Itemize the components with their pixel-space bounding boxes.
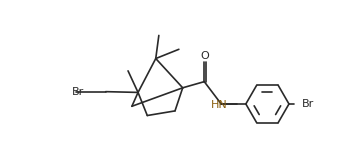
Text: O: O xyxy=(201,51,209,61)
Text: Br: Br xyxy=(302,99,314,109)
Text: HN: HN xyxy=(211,100,227,110)
Text: Br: Br xyxy=(72,87,84,97)
